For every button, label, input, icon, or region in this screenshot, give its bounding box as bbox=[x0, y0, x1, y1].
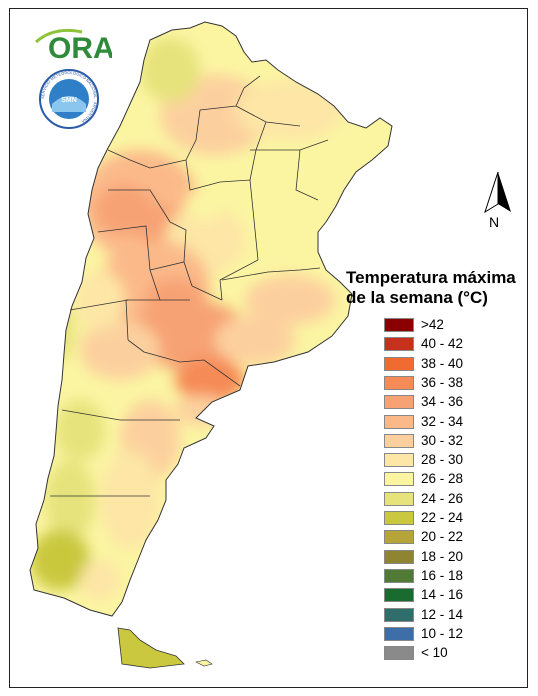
legend-swatch bbox=[384, 433, 414, 448]
legend-item: 28 - 30 bbox=[384, 452, 524, 468]
legend-item: 14 - 16 bbox=[384, 587, 524, 603]
legend-label: 22 - 24 bbox=[421, 510, 464, 525]
legend-item: 24 - 26 bbox=[384, 490, 524, 506]
legend-label: 30 - 32 bbox=[421, 432, 464, 448]
legend-item: 10 - 12 bbox=[384, 625, 524, 641]
legend-label: < 10 bbox=[421, 645, 448, 661]
svg-text:ORA: ORA bbox=[48, 32, 112, 62]
legend-item: 16 - 18 bbox=[384, 567, 524, 583]
legend-swatch bbox=[384, 395, 414, 410]
legend-item: 20 - 22 bbox=[384, 529, 524, 545]
legend-item: 18 - 20 bbox=[384, 548, 524, 564]
legend-swatch bbox=[384, 626, 414, 641]
legend-label: 40 - 42 bbox=[421, 336, 464, 352]
isla-de-los-estados bbox=[195, 659, 213, 667]
legend-item: 22 - 24 bbox=[384, 510, 524, 525]
legend-label: 28 - 30 bbox=[421, 452, 464, 468]
legend-swatch bbox=[384, 472, 414, 487]
legend-swatch bbox=[384, 318, 414, 332]
legend-item: < 10 bbox=[384, 645, 524, 661]
legend-swatch bbox=[384, 530, 414, 545]
legend-title: Temperatura máxima de la semana (°C) bbox=[346, 268, 536, 308]
ora-logo: ORA bbox=[35, 28, 112, 62]
svg-text:SMN: SMN bbox=[61, 97, 77, 104]
province-boundaries bbox=[29, 21, 393, 617]
legend-swatch bbox=[384, 511, 414, 525]
legend-item: 32 - 34 bbox=[384, 413, 524, 429]
north-arrow-icon bbox=[484, 171, 511, 214]
legend-item: 34 - 36 bbox=[384, 394, 524, 410]
legend-swatch bbox=[384, 646, 414, 661]
legend-item: 40 - 42 bbox=[384, 336, 524, 352]
legend-swatch bbox=[384, 568, 414, 583]
legend-swatch bbox=[384, 414, 414, 429]
legend-label: 26 - 28 bbox=[421, 471, 464, 487]
legend-item: 30 - 32 bbox=[384, 432, 524, 448]
legend-item: 38 - 40 bbox=[384, 355, 524, 371]
legend-label: 38 - 40 bbox=[421, 355, 464, 371]
tierra-del-fuego bbox=[117, 627, 185, 669]
north-label: N bbox=[489, 214, 500, 230]
legend-item: 12 - 14 bbox=[384, 606, 524, 622]
legend-swatch bbox=[384, 337, 414, 352]
legend-label: 14 - 16 bbox=[421, 587, 464, 603]
legend-label: 20 - 22 bbox=[421, 529, 464, 545]
legend-label: 16 - 18 bbox=[421, 567, 464, 583]
legend-label: 24 - 26 bbox=[421, 490, 464, 506]
legend-item: 36 - 38 bbox=[384, 374, 524, 390]
legend-label: 12 - 14 bbox=[421, 606, 464, 622]
legend-label: 34 - 36 bbox=[421, 394, 464, 410]
legend-title-line1: Temperatura máxima bbox=[346, 268, 516, 287]
legend-swatch bbox=[384, 588, 414, 603]
legend-label: 32 - 34 bbox=[421, 413, 464, 429]
legend-label: 10 - 12 bbox=[421, 625, 464, 641]
legend-swatch bbox=[384, 375, 414, 390]
legend-swatch bbox=[384, 491, 414, 506]
legend-item: 26 - 28 bbox=[384, 471, 524, 487]
legend-label: 36 - 38 bbox=[421, 374, 464, 390]
legend-swatch bbox=[384, 356, 414, 371]
legend-item: >42 bbox=[384, 317, 524, 332]
legend-swatch bbox=[384, 453, 414, 468]
legend-label: 18 - 20 bbox=[421, 548, 464, 564]
legend-label: >42 bbox=[421, 317, 444, 332]
legend-title-line2: de la semana (°C) bbox=[346, 288, 488, 307]
smn-logo: SMN SERVICIO METEOROLÓGICO NACIONAL · AR… bbox=[39, 69, 99, 129]
legend-swatch bbox=[384, 607, 414, 622]
legend-swatch bbox=[384, 549, 414, 564]
